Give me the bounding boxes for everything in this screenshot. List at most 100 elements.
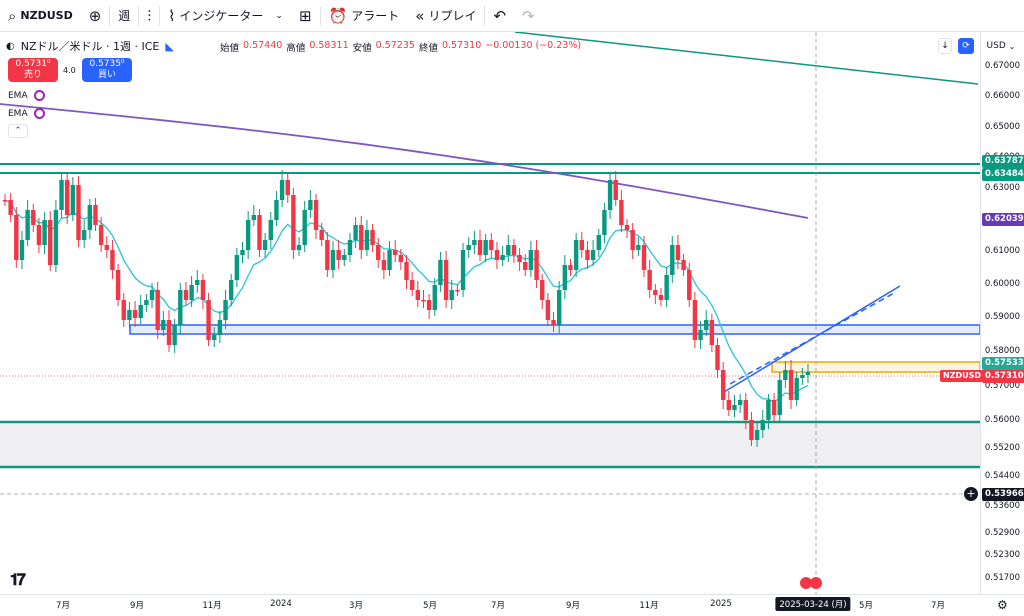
price-tag: 0.62039 [982,213,1024,226]
candle-body [42,220,47,245]
candle-body [720,370,726,400]
candle-body [93,205,98,225]
price-tag: 0.57310 [982,370,1024,383]
candle-body [511,245,517,255]
time-tick: 7月 [931,601,945,611]
tradingview-logo[interactable]: 𝟏𝟕 [10,570,26,589]
settings-icon[interactable]: ⚙ [997,598,1008,612]
price-chart[interactable] [0,32,980,594]
event-flag-icon[interactable] [810,577,822,589]
candle-body [172,325,177,345]
chart-type-button[interactable]: ⫶ [139,0,159,32]
divider [109,5,111,26]
candle-body [212,335,217,340]
candle-body [166,320,172,345]
currency-selector[interactable]: USD ⌄ [982,38,1020,54]
candle-body [2,200,8,202]
time-tick: 5月 [423,601,437,611]
candle-body [364,230,370,250]
candle-body [392,250,398,255]
scroll-down-button[interactable]: ↓ [938,38,952,54]
candle-body [240,250,245,255]
legend-title[interactable]: NZドル／米ドル · 1週 · ICE [20,40,160,53]
candle-body [607,180,613,210]
candle-body [602,210,607,235]
candle-body [223,300,228,320]
replay-button[interactable]: « リプレイ [407,0,484,32]
chevron-down-icon: ⌄ [275,10,283,21]
redo-button[interactable]: ↷ [514,0,543,32]
collapse-legend-button[interactable]: ⌃ [8,124,28,138]
candle-body [438,260,443,285]
candle-body [675,245,681,260]
auto-scale-button[interactable]: ⟳ [958,38,974,54]
candle-body [19,240,25,260]
candle-body [14,215,19,260]
candle-body [771,400,777,415]
orange-zone[interactable] [771,361,980,373]
candle-body [432,285,437,310]
candle-body [228,280,234,300]
symbol-price-label: NZDUSD [940,370,985,382]
candle-body [279,180,285,200]
candle-body [127,310,132,320]
candle-body [110,250,115,270]
undo-button[interactable]: ↶ [485,0,514,32]
buy-button[interactable]: 0.5735⁰ 買い [82,58,132,82]
candle-body [658,295,664,300]
ema-slow-line[interactable] [0,103,809,219]
price-axis[interactable]: 0.670000.660000.650000.640000.630000.620… [980,32,1024,594]
candle-body [144,300,149,305]
trendline-long[interactable] [514,32,979,85]
candle-body [291,195,296,250]
candle-body [59,180,64,210]
divider [159,5,161,26]
time-tick: 7月 [56,601,70,611]
time-tick: 11月 [639,601,659,611]
candle-body [653,290,658,295]
candle-body [489,240,494,250]
event-flag-icon[interactable] [800,577,812,589]
candle-body [805,372,811,375]
candle-body [387,250,392,270]
candle-body [98,225,104,245]
search-icon: ⌕ [8,6,17,25]
change-value: −0.00130 (−0.23%) [485,40,582,51]
compare-button[interactable]: ⊕ [81,0,110,32]
candle-body [195,280,200,285]
candle-body [596,235,601,250]
candle-body [500,255,505,260]
price-tag: 0.63787 [982,155,1024,168]
open-label: 始値 [220,43,240,54]
time-tick: 3月 [349,601,363,611]
indicators-button[interactable]: ⌇ インジケーター ⌄ [160,0,291,32]
open-value: 0.57440 [243,40,283,51]
blue-zone[interactable] [129,324,980,335]
low-value: 0.57235 [375,40,415,51]
chevron-down-icon: ⌄ [1008,41,1016,51]
alert-button[interactable]: ⏰ アラート [321,0,408,32]
layout-button[interactable]: ⊞ [291,0,320,32]
divider [319,5,321,26]
candle-body [313,200,319,230]
add-alert-icon[interactable]: + [964,487,978,501]
ema-indicator-2[interactable]: EMA [8,108,45,119]
price-tick: 0.56000 [984,415,1020,425]
bookmark-icon[interactable]: ◣ [165,39,174,53]
symbol-search[interactable]: ⌕ NZDUSD [0,0,81,32]
candle-body [472,240,477,245]
ema-indicator-1[interactable]: EMA [8,90,45,101]
ema-label: EMA [8,90,28,101]
price-tick: 0.65000 [984,122,1020,132]
candle-body [613,180,618,200]
time-axis[interactable]: 2025-03-24 (月) 7月 9月 11月 2024 3月 5月 7月 9月 11月 202… [0,594,1024,616]
trendline-rising-dashed[interactable] [729,291,897,385]
candle-body [455,290,460,292]
price-tag: 0.53966 [982,488,1024,501]
interval-button[interactable]: 週 [110,0,138,32]
sell-button[interactable]: 0.5731⁰ 売り [8,58,58,82]
high-label: 高値 [286,43,306,54]
candle-body [189,285,194,300]
candle-body [347,240,353,255]
candle-body [636,245,641,250]
